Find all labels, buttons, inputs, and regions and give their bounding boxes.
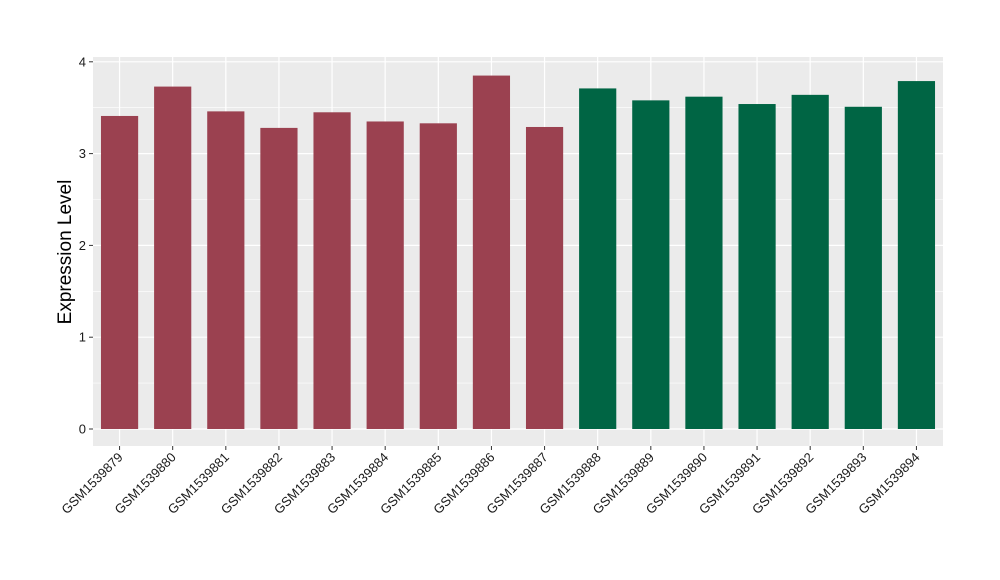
bar-GSM1539890 <box>685 96 723 430</box>
bar-GSM1539881 <box>207 111 245 429</box>
bar-GSM1539888 <box>579 88 617 429</box>
bar-GSM1539893 <box>844 106 882 430</box>
bar-GSM1539889 <box>632 100 670 429</box>
bar-GSM1539891 <box>738 104 776 429</box>
bar-GSM1539882 <box>260 127 298 430</box>
y-axis-title: Expression Level <box>55 180 76 325</box>
y-tick-label: 1 <box>79 330 86 345</box>
bar-GSM1539892 <box>791 94 829 430</box>
bar-GSM1539886 <box>472 75 511 429</box>
bar-GSM1539885 <box>419 123 457 429</box>
bar-GSM1539894 <box>897 81 936 429</box>
bars <box>100 75 936 430</box>
y-tick-label: 0 <box>79 422 86 437</box>
bar-GSM1539884 <box>366 121 404 429</box>
bar-GSM1539887 <box>525 126 564 429</box>
bar-GSM1539880 <box>154 86 192 429</box>
y-axis: 0 1 2 3 4 <box>79 54 93 437</box>
y-tick-label: 2 <box>79 238 86 253</box>
y-tick-label: 4 <box>79 54 86 69</box>
bar-GSM1539879 <box>100 115 139 429</box>
x-axis: GSM1539879GSM1539880GSM1539881GSM1539882… <box>58 446 923 517</box>
y-tick-label: 3 <box>79 146 86 161</box>
bar-GSM1539883 <box>313 112 351 429</box>
